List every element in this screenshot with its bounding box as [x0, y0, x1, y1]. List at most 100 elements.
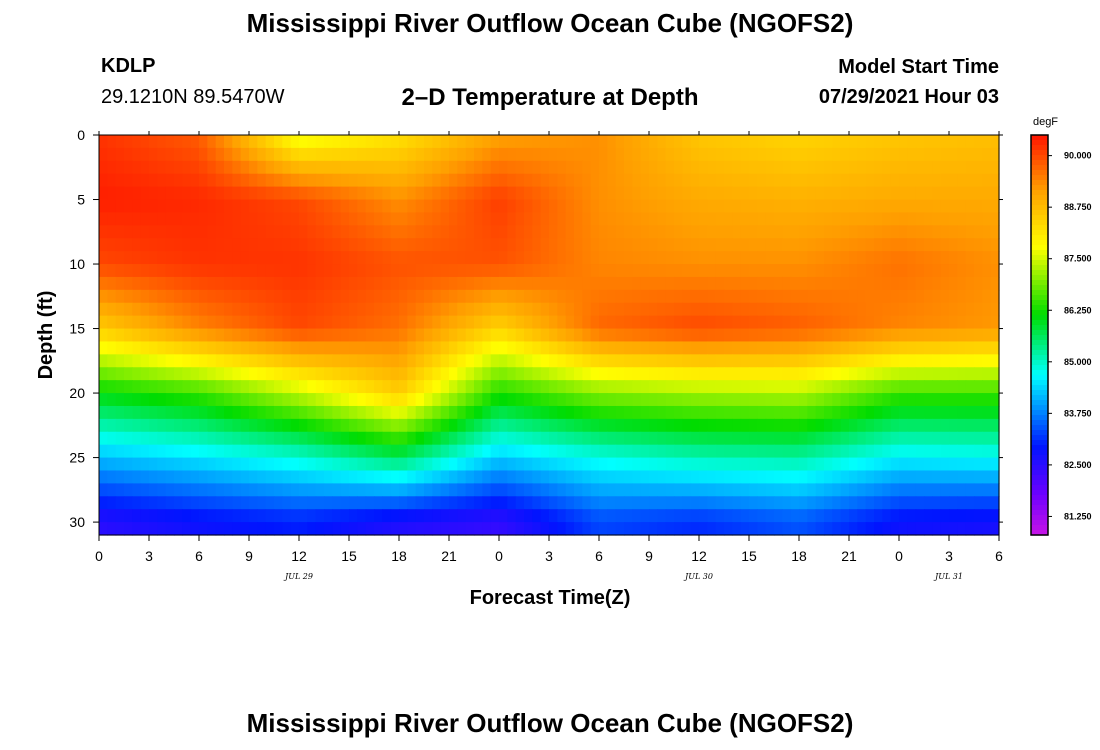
heatmap-cell: [324, 431, 333, 446]
heatmap-cell: [99, 354, 108, 368]
heatmap-cell: [190, 173, 200, 188]
heatmap-cell: [474, 470, 483, 484]
heatmap-cell: [532, 160, 542, 175]
heatmap-cell: [432, 367, 442, 381]
heatmap-cell: [207, 160, 217, 175]
heatmap-cell: [224, 509, 233, 523]
heatmap-cell: [340, 212, 350, 226]
heatmap-cell: [299, 264, 308, 278]
heatmap-cell: [832, 147, 842, 162]
heatmap-cell: [107, 315, 117, 330]
heatmap-cell: [649, 302, 658, 317]
heatmap-cell: [165, 147, 175, 162]
heatmap-cell: [865, 444, 875, 459]
heatmap-cell: [499, 315, 508, 330]
heatmap-cell: [132, 173, 142, 188]
heatmap-cell: [257, 160, 267, 175]
heatmap-cell: [890, 147, 900, 162]
heatmap-cell: [565, 289, 575, 304]
heatmap-cell: [549, 160, 558, 175]
heatmap-cell: [140, 302, 150, 317]
heatmap-cell: [274, 431, 283, 446]
heatmap-cell: [990, 431, 1000, 446]
heatmap-cell: [99, 380, 108, 394]
heatmap-cell: [940, 367, 950, 381]
heatmap-cell: [507, 238, 517, 252]
heatmap-cell: [832, 264, 842, 278]
heatmap-cell: [757, 251, 767, 265]
heatmap-cell: [615, 405, 625, 420]
heatmap-cell: [124, 483, 133, 497]
heatmap-cell: [824, 393, 833, 407]
heatmap-cell: [674, 173, 683, 188]
heatmap-cell: [907, 302, 917, 317]
heatmap-cell: [240, 238, 250, 252]
heatmap-cell: [324, 238, 333, 252]
heatmap-cell: [399, 457, 408, 472]
heatmap-cell: [307, 147, 317, 162]
heatmap-cell: [124, 302, 133, 317]
heatmap-cell: [682, 251, 692, 265]
heatmap-cell: [932, 328, 942, 343]
heatmap-cell: [199, 328, 208, 343]
heatmap-cell: [840, 160, 850, 175]
heatmap-cell: [215, 470, 225, 484]
heatmap-cell: [390, 367, 400, 381]
heatmap-cell: [124, 173, 133, 188]
heatmap-cell: [515, 135, 525, 149]
heatmap-cell: [640, 289, 650, 304]
heatmap-cell: [840, 264, 850, 278]
heatmap-cell: [632, 418, 642, 433]
heatmap-cell: [399, 173, 408, 188]
heatmap-cell: [790, 147, 800, 162]
heatmap-cell: [615, 147, 625, 162]
heatmap-cell: [424, 457, 433, 472]
heatmap-cell: [749, 160, 758, 175]
heatmap-cell: [424, 264, 433, 278]
heatmap-cell: [674, 302, 683, 317]
heatmap-cell: [382, 302, 392, 317]
heatmap-cell: [874, 431, 883, 446]
heatmap-cell: [890, 276, 900, 291]
heatmap-cell: [607, 509, 617, 523]
heatmap-cell: [899, 147, 908, 162]
colorbar-swatch: [1031, 495, 1048, 501]
heatmap-cell: [749, 431, 758, 446]
heatmap-cell: [390, 405, 400, 420]
heatmap-cell: [99, 444, 108, 459]
colorbar-swatch: [1031, 265, 1048, 271]
heatmap-cell: [157, 328, 167, 343]
heatmap-cell: [449, 315, 458, 330]
heatmap-cell: [265, 509, 275, 523]
heatmap-cell: [424, 509, 433, 523]
heatmap-cell: [207, 238, 217, 252]
heatmap-cell: [290, 186, 300, 201]
heatmap-cell: [224, 444, 233, 459]
heatmap-cell: [432, 225, 442, 239]
heatmap-cell: [815, 251, 825, 265]
colorbar-swatch: [1031, 360, 1048, 366]
heatmap-cell: [940, 315, 950, 330]
heatmap-cell: [990, 393, 1000, 407]
heatmap-cell: [532, 315, 542, 330]
heatmap-cell: [282, 212, 292, 226]
heatmap-cell: [799, 289, 808, 304]
x-tick-label: 18: [791, 548, 807, 564]
heatmap-cell: [299, 470, 308, 484]
heatmap-cell: [265, 147, 275, 162]
heatmap-cell: [374, 470, 383, 484]
heatmap-cell: [190, 444, 200, 459]
heatmap-cell: [815, 444, 825, 459]
heatmap-cell: [149, 186, 158, 201]
heatmap-cell: [532, 135, 542, 149]
heatmap-cell: [624, 483, 633, 497]
colorbar-tick-label: 83.750: [1064, 408, 1092, 418]
heatmap-cell: [965, 238, 975, 252]
heatmap-cell: [257, 444, 267, 459]
heatmap-cell: [290, 264, 300, 278]
heatmap-cell: [865, 251, 875, 265]
heatmap-cell: [407, 457, 417, 472]
heatmap-cell: [224, 302, 233, 317]
heatmap-cell: [599, 509, 608, 523]
heatmap-cell: [157, 212, 167, 226]
